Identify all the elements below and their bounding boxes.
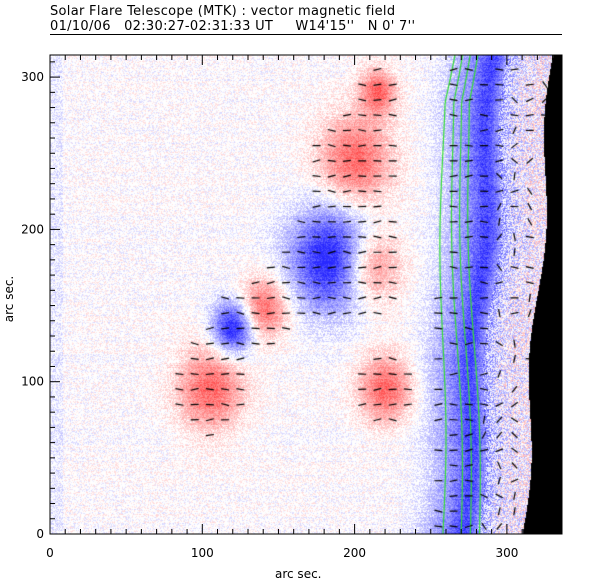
latitude: N 0' 7'' bbox=[367, 19, 416, 34]
observation-time: 02:30:27-02:31:33 UT bbox=[124, 19, 274, 34]
x-tick-label: 200 bbox=[343, 546, 366, 560]
x-axis: 0 100 200 300 bbox=[46, 55, 554, 560]
y-tick-label: 300 bbox=[21, 70, 44, 84]
chart-subtitle: 01/10/06 02:30:27-02:31:33 UT W14'15'' N… bbox=[50, 19, 562, 35]
x-axis-label: arc sec. bbox=[275, 567, 322, 581]
x-tick-label: 0 bbox=[46, 546, 54, 560]
longitude: W14'15'' bbox=[295, 19, 355, 34]
y-axis: 0 100 200 300 bbox=[21, 61, 60, 541]
observation-date: 01/10/06 bbox=[50, 19, 111, 34]
y-tick-label: 200 bbox=[21, 222, 44, 236]
plot-frame bbox=[49, 54, 563, 535]
y-tick-label: 0 bbox=[36, 527, 44, 541]
y-tick-label: 100 bbox=[21, 375, 44, 389]
magnetogram-image bbox=[50, 55, 562, 534]
y-axis-label: arc sec. bbox=[2, 275, 17, 323]
chart-title: Solar Flare Telescope (MTK) : vector mag… bbox=[50, 4, 396, 19]
x-tick-label: 300 bbox=[495, 546, 518, 560]
x-tick-label: 100 bbox=[191, 546, 214, 560]
